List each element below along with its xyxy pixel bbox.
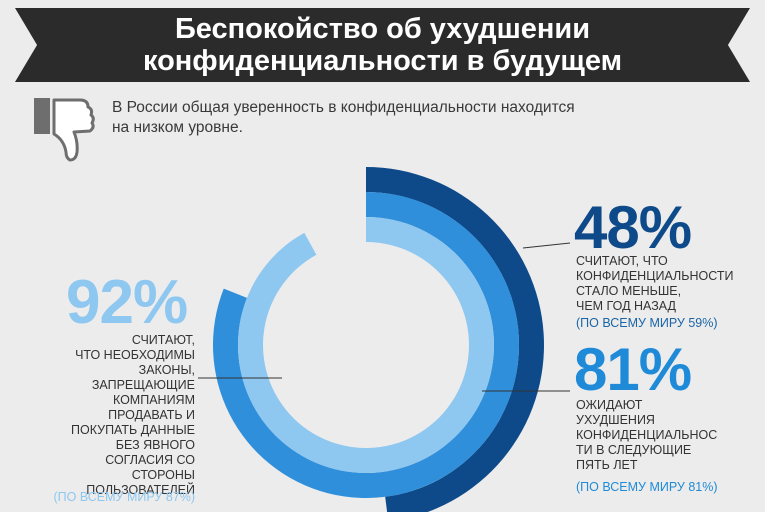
value-label-48: 48%: [574, 194, 692, 261]
page-title-line-2: конфиденциальности в будущем: [142, 45, 623, 77]
thumbs-down-icon: [34, 98, 95, 162]
description-line: ЧЕМ ГОД НАЗАД: [576, 299, 676, 313]
value-label-92: 92%: [66, 268, 188, 337]
description-line: ЗАКОНЫ,: [138, 363, 195, 377]
description-line: ПЯТЬ ЛЕТ: [576, 458, 638, 472]
title-banner: Беспокойство об ухудшении конфиденциальн…: [0, 8, 765, 82]
page-title-line-1: Беспокойство об ухудшении: [174, 13, 591, 45]
intro-line-1: В России общая уверенность в конфиденциа…: [112, 99, 575, 116]
leader-line-48: [522, 242, 571, 249]
radial-bar-arc-92: [238, 217, 494, 474]
worldwide-label-92: (ПО ВСЕМУ МИРУ 87%): [53, 490, 195, 504]
description-line: КОМПАНИЯМ: [112, 393, 195, 407]
worldwide-label-48: (ПО ВСЕМУ МИРУ 59%): [576, 316, 718, 330]
description-line: ЧТО НЕОБХОДИМЫ: [75, 348, 195, 362]
description-81: ОЖИДАЮТ УХУДШЕНИЯ КОНФИДЕНЦИАЛЬНОС ТИ В СЛЕ…: [576, 398, 761, 473]
title-banner-background: [15, 8, 750, 82]
description-line: СТАЛО МЕНЬШЕ,: [576, 284, 682, 298]
description-48: СЧИТАЮТ, ЧТО КОНФИДЕНЦИАЛЬНОСТИ СТАЛО МЕНЬ…: [576, 254, 761, 314]
intro-text: В России общая уверенность в конфиденциа…: [112, 98, 712, 138]
description-line: ПОЛЬЗОВАТЕЛЕЙ: [86, 483, 195, 497]
page-title: Беспокойство об ухудшении конфиденциальн…: [40, 13, 725, 77]
description-line: СЧИТАЮТ,: [131, 333, 195, 347]
description-line: СТОРОНЫ: [131, 468, 195, 482]
description-92: СЧИТАЮТ, ЧТО НЕОБХОДИМЫ ЗАКОНЫ, ЗАПРЕЩАЮЩИЕ…: [20, 333, 195, 498]
description-line: ТИ В СЛЕДУЮЩИЕ: [576, 443, 692, 457]
radial-bar-arc-48: [366, 167, 544, 512]
worldwide-label-81: (ПО ВСЕМУ МИРУ 81%): [576, 480, 718, 494]
intro-line-2: на низком уровне.: [112, 119, 243, 136]
description-line: ОЖИДАЮТ: [576, 398, 643, 412]
description-line: БЕЗ ЯВНОГО: [115, 438, 195, 452]
description-line: КОНФИДЕНЦИАЛЬНОС: [576, 428, 718, 442]
description-line: КОНФИДЕНЦИАЛЬНОСТИ: [576, 269, 734, 283]
description-line: ПРОДАВАТЬ И: [108, 408, 195, 422]
description-line: СОГЛАСИЯ СО: [105, 453, 195, 467]
description-line: ЗАПРЕЩАЮЩИЕ: [91, 378, 195, 392]
description-line: ПОКУПАТЬ ДАННЫЕ: [71, 423, 195, 437]
description-line: УХУДШЕНИЯ: [576, 413, 655, 427]
value-label-81: 81%: [574, 336, 692, 403]
description-line: СЧИТАЮТ, ЧТО: [576, 254, 668, 268]
